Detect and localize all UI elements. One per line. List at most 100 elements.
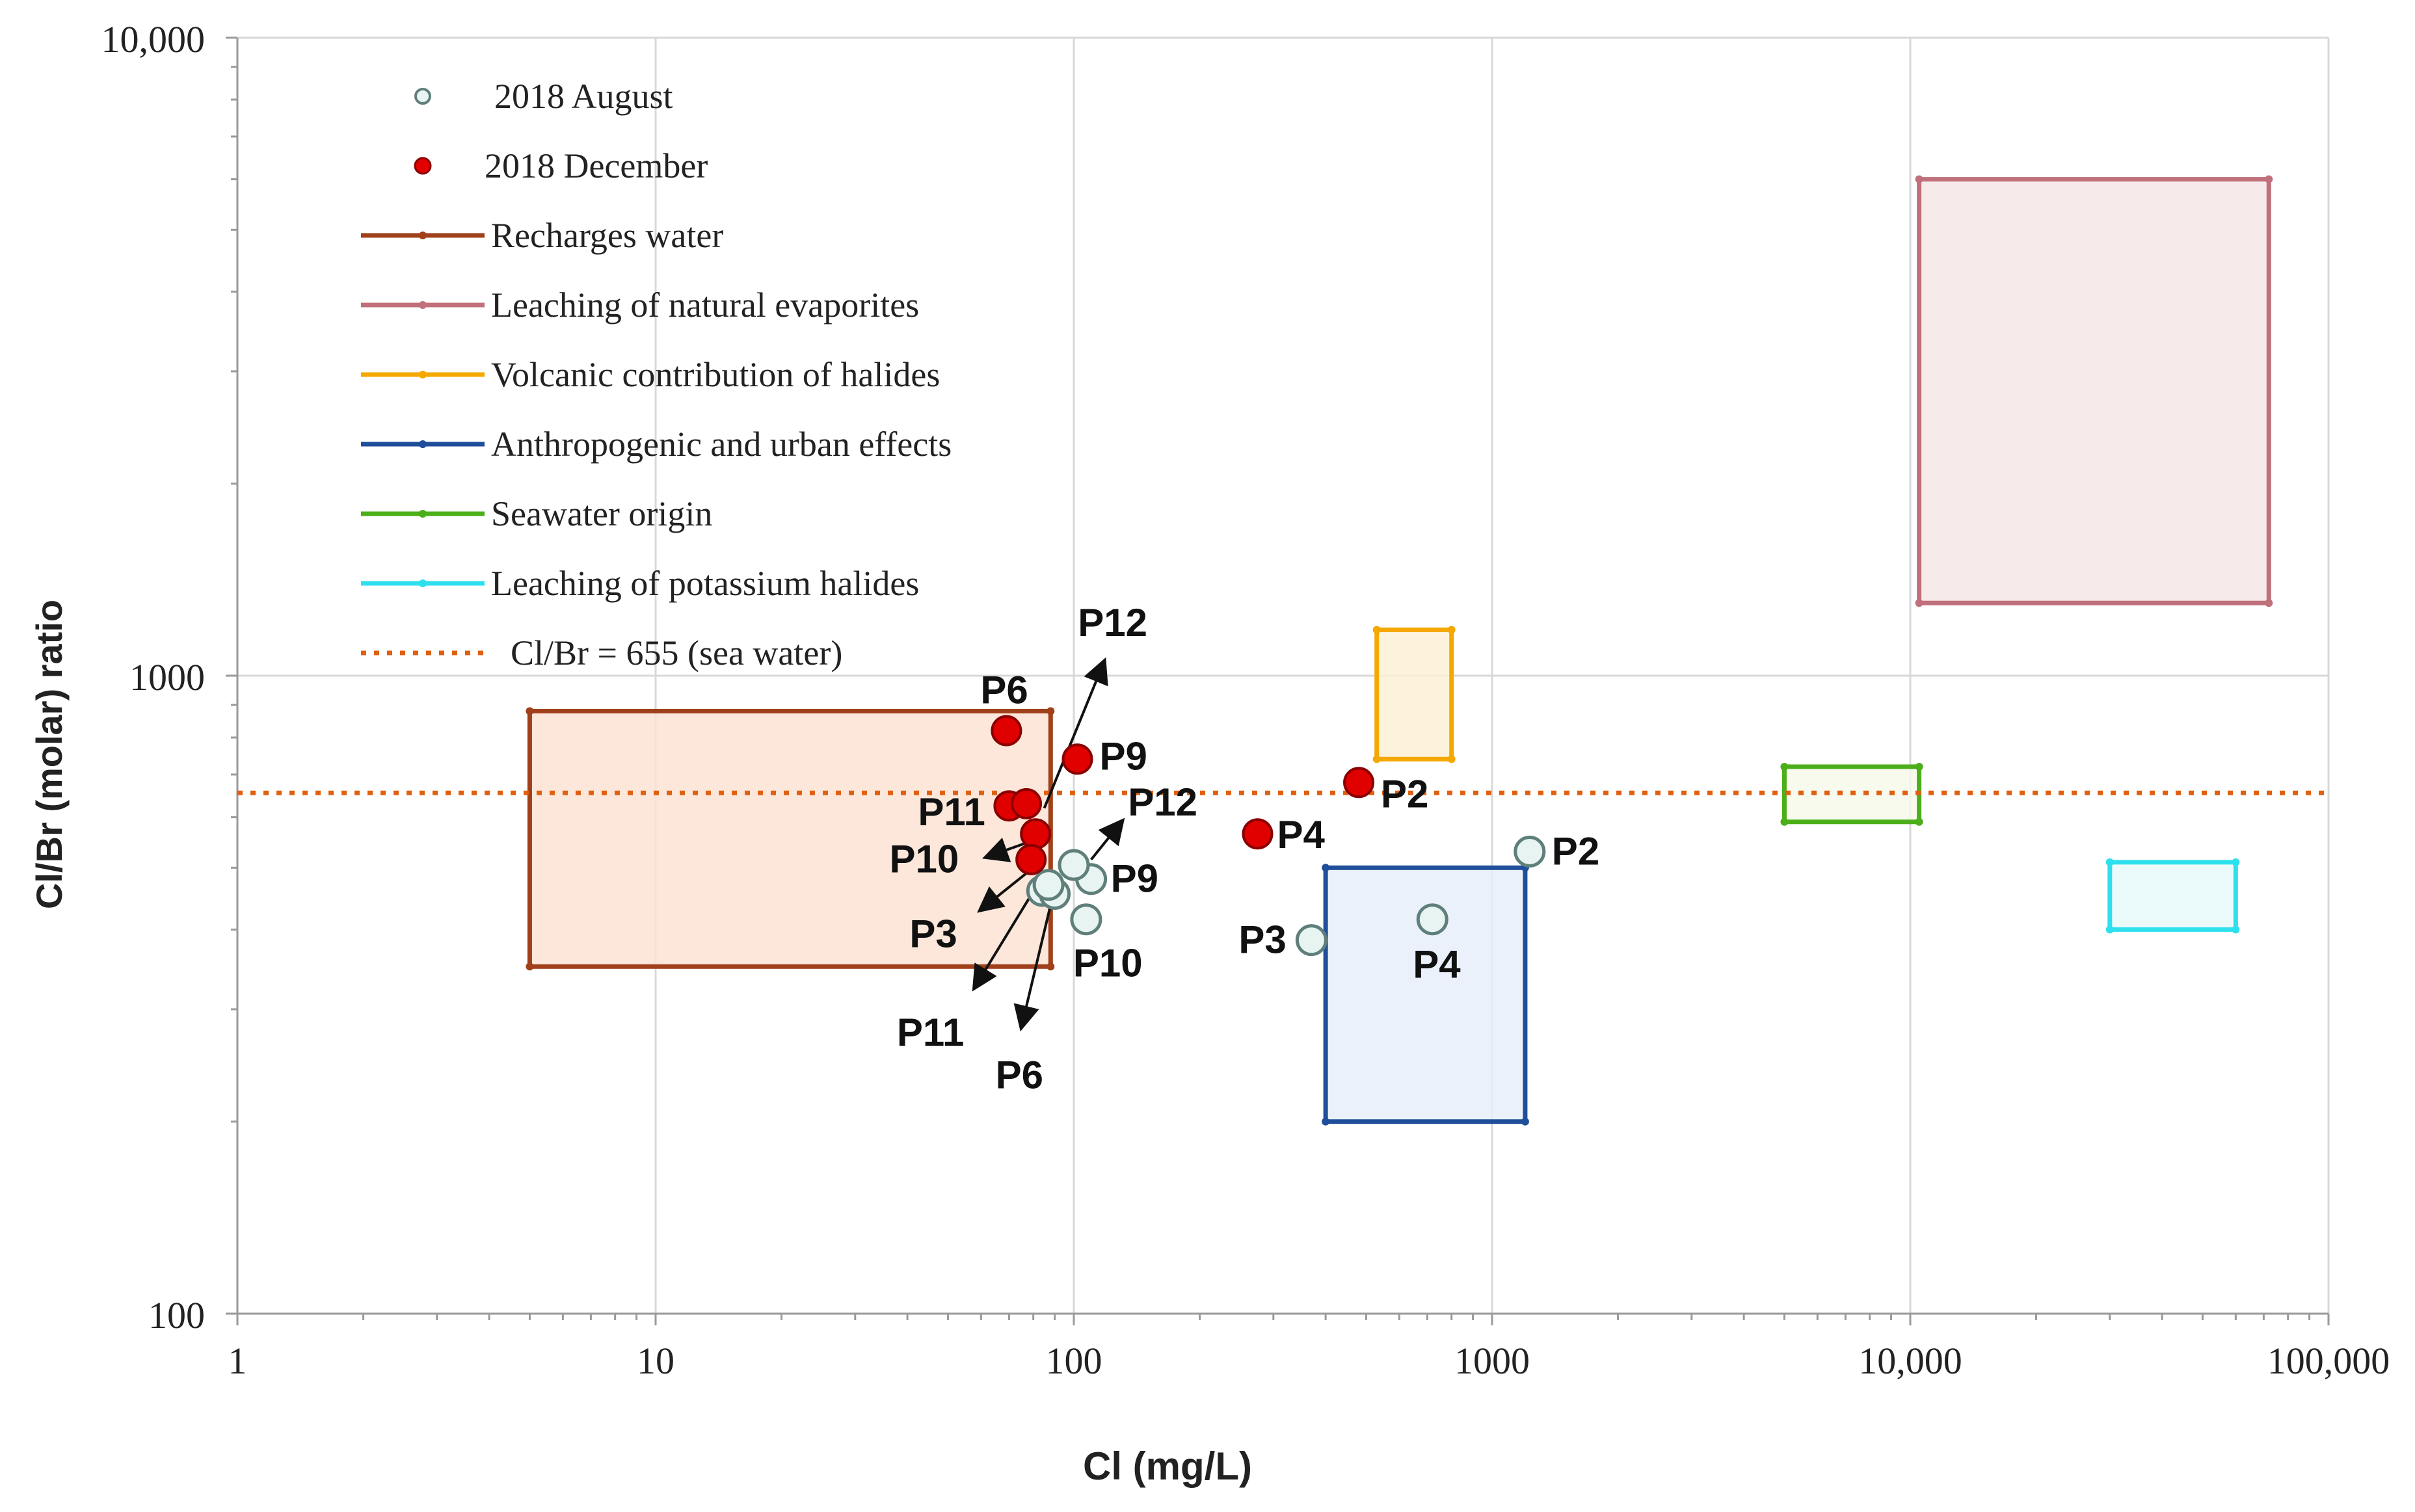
legend-line-marker [419, 510, 427, 518]
x-tick-label: 1 [228, 1340, 247, 1382]
legend-item: 2018 December [414, 146, 708, 185]
x-tick-label: 10 [637, 1340, 674, 1382]
region-box [1323, 865, 1528, 1124]
y-tick-label: 1000 [129, 656, 205, 698]
legend-line-marker [419, 440, 427, 448]
legend-label: Anthropogenic and urban effects [491, 425, 952, 464]
point-label: P2 [1552, 829, 1599, 873]
point-label: P6 [980, 669, 1028, 712]
point-august [1032, 869, 1065, 901]
annotation-arrow [977, 866, 1034, 913]
point-december [1242, 818, 1274, 850]
legend-line-marker [419, 301, 427, 309]
region-box [527, 708, 1053, 969]
regions [526, 175, 2273, 1126]
point-december [1061, 743, 1093, 775]
region-corner-marker [2232, 925, 2240, 934]
region-corner-marker [2105, 925, 2114, 934]
region-corner-marker [1372, 626, 1381, 634]
point-december [1015, 843, 1047, 875]
region-corner-marker [1780, 762, 1789, 771]
point-december [991, 715, 1022, 747]
annotation-arrow [1043, 657, 1108, 809]
point-label: P9 [1100, 734, 1147, 778]
legend-item: Cl/Br = 655 (sea water) [361, 633, 842, 672]
region-corner-marker [2265, 175, 2273, 183]
annotation-arrow [1090, 817, 1125, 860]
annotation-label: P10 [890, 838, 959, 881]
point-december [1011, 788, 1043, 819]
x-tick-label: 10,000 [1858, 1340, 1962, 1382]
point-december [1020, 818, 1052, 850]
region-corner-marker [2265, 599, 2273, 607]
region-corner-marker [1047, 962, 1055, 971]
y-axis-label: Cl/Br (molar) ratio [29, 600, 70, 909]
legend-line-marker [419, 371, 427, 378]
point-label: P11 [918, 790, 985, 834]
point-august [1058, 849, 1090, 881]
legend-item: Volcanic contribution of halides [361, 355, 940, 394]
point-label: P10 [1073, 942, 1143, 985]
legend-label: Seawater origin [491, 494, 712, 533]
point-label: P4 [1277, 813, 1325, 856]
legend: 2018 August 2018 December Recharges water L… [361, 77, 952, 672]
legend-marker-december [414, 157, 432, 175]
region-corner-marker [526, 707, 534, 715]
region-corner-marker [526, 962, 534, 971]
x-tick-label: 100,000 [2267, 1340, 2390, 1382]
axes: 1 10 100 1000 10,000 100,000 100 1000 10,000 [101, 18, 2390, 1382]
legend-label: Cl/Br = 655 (sea water) [511, 633, 842, 672]
region-corner-marker [1322, 1117, 1330, 1126]
region-corner-marker [1915, 599, 1923, 607]
region-corner-marker [1047, 707, 1055, 715]
legend-label: Volcanic contribution of halides [491, 355, 940, 394]
legend-item: Anthropogenic and urban effects [361, 425, 952, 464]
region-box [2107, 860, 2238, 932]
point-august [1514, 835, 1546, 868]
region-corner-marker [1915, 175, 1923, 183]
x-tick-label: 100 [1046, 1340, 1102, 1382]
data-points [991, 715, 1546, 957]
legend-line-marker [419, 579, 427, 587]
annotation-label: P11 [897, 1011, 964, 1054]
point-labels: P2 P3 P4 P9 P10 P6 P9 P2 P4 P11 P12 P12 P10 P3 P11 P6 [890, 601, 1600, 1096]
legend-label: Leaching of potassium halides [491, 564, 919, 603]
region-corner-marker [1780, 817, 1789, 826]
annotation-arrow [1013, 887, 1056, 1032]
region-corner-marker [1372, 755, 1381, 763]
legend-marker-august [414, 88, 431, 105]
x-tick-label: 1000 [1454, 1340, 1530, 1382]
region-corner-marker [1521, 1117, 1529, 1126]
region-corner-marker [1447, 626, 1456, 634]
region-corner-marker [1322, 864, 1330, 872]
point-label: P9 [1111, 857, 1158, 901]
legend-label: 2018 August [494, 77, 673, 116]
y-tick-label: 10,000 [101, 18, 206, 60]
point-august [1295, 924, 1328, 957]
region-corner-marker [1915, 817, 1923, 826]
legend-line-marker [419, 232, 427, 239]
annotation-arrows [972, 657, 1125, 1032]
x-axis-label: Cl (mg/L) [1083, 1444, 1252, 1488]
legend-item: Leaching of potassium halides [361, 564, 919, 603]
legend-label: Recharges water [491, 216, 723, 255]
legend-item: 2018 August [414, 77, 673, 116]
point-label: P2 [1381, 772, 1428, 816]
region-corner-marker [1447, 755, 1456, 763]
annotation-label: P12 [1078, 601, 1147, 644]
legend-item: Recharges water [361, 216, 723, 255]
annotation-label: P6 [996, 1053, 1043, 1096]
legend-item: Seawater origin [361, 494, 712, 533]
point-label: P3 [1238, 918, 1286, 962]
legend-label: 2018 December [485, 146, 708, 185]
legend-label: Leaching of natural evaporites [491, 285, 919, 325]
region-box [1374, 627, 1454, 762]
annotation-label: P12 [1128, 780, 1197, 824]
region-corner-marker [2232, 858, 2240, 866]
region-corner-marker [2105, 858, 2114, 866]
y-tick-label: 100 [148, 1294, 205, 1336]
point-label: P4 [1413, 943, 1461, 987]
point-august [1416, 903, 1448, 936]
